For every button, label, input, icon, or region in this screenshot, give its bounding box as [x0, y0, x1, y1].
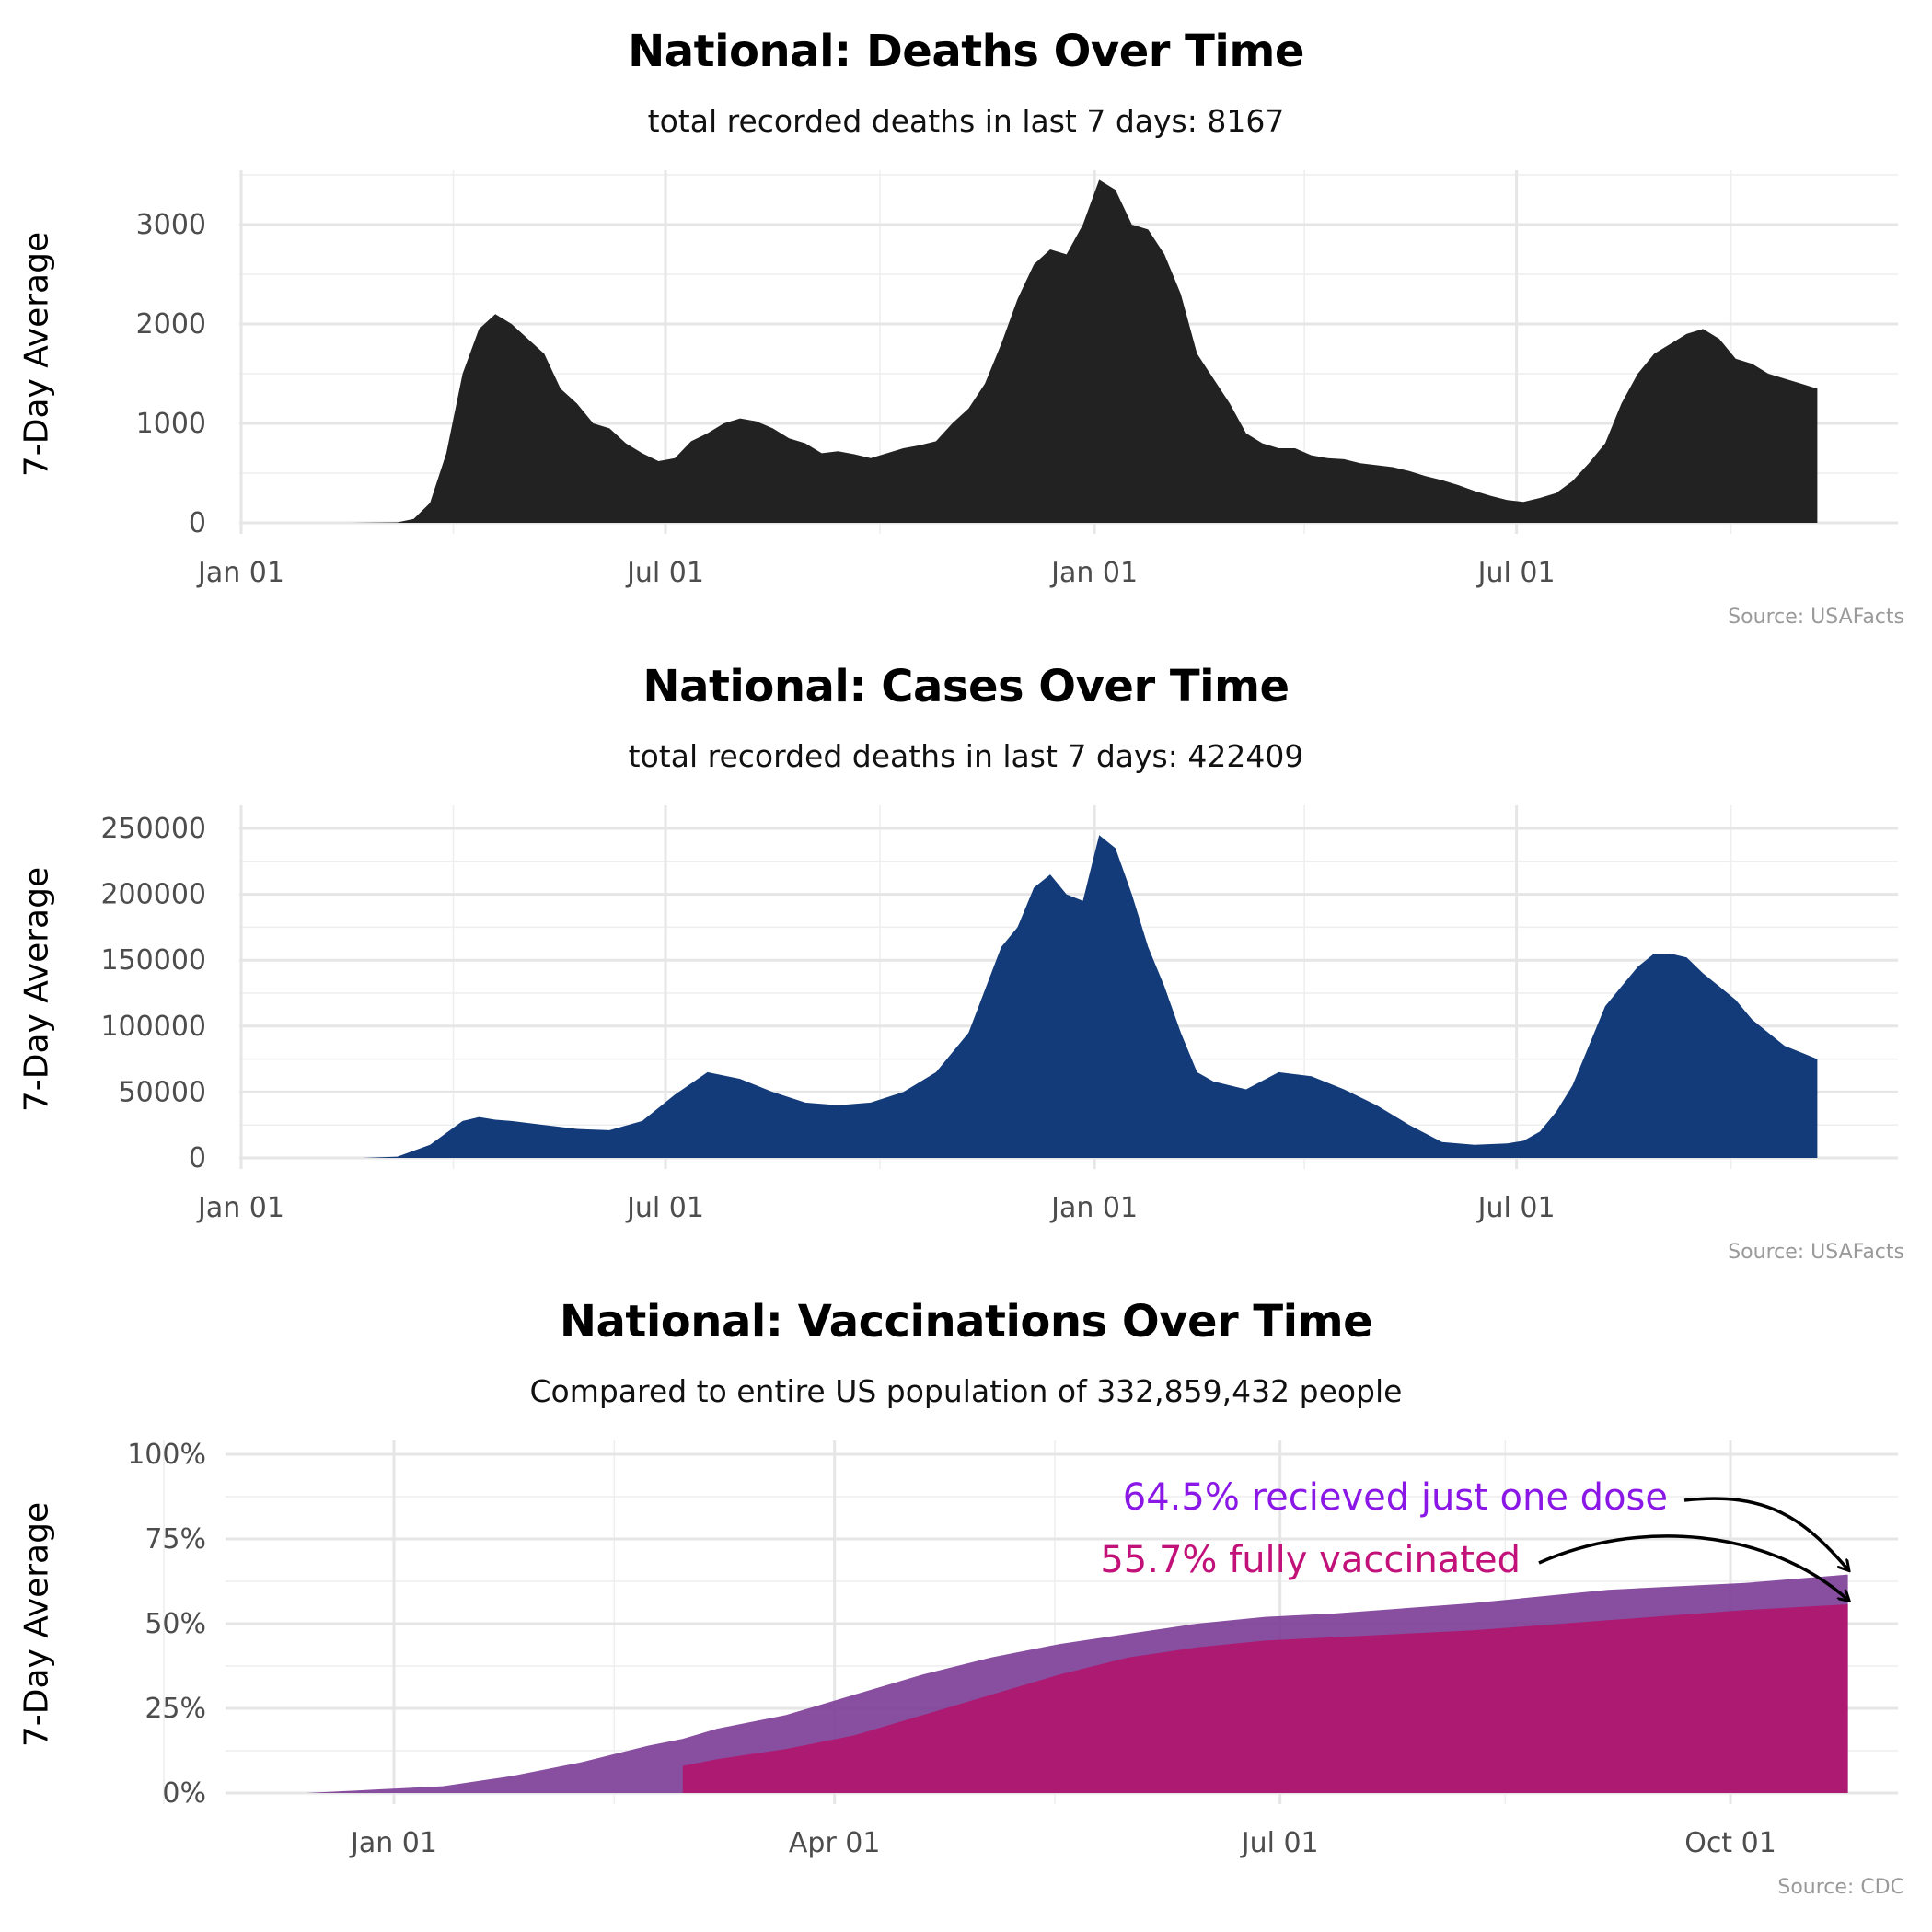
y-tick-label: 200000 — [100, 879, 206, 911]
y-tick-label: 100% — [127, 1439, 206, 1471]
deaths-title: National: Deaths Over Time — [628, 26, 1304, 77]
y-tick-label: 25% — [145, 1693, 206, 1725]
y-tick-label: 3000 — [136, 209, 206, 241]
x-tick-label: Oct 01 — [1684, 1827, 1776, 1859]
y-tick-label: 0% — [162, 1777, 206, 1810]
y-tick-label: 0 — [189, 507, 206, 539]
y-tick-label: 1000 — [136, 408, 206, 440]
x-tick-label: Jan 01 — [1049, 1192, 1138, 1224]
x-tick-label: Jan 01 — [196, 1192, 284, 1224]
one-dose-annotation: 64.5% recieved just one dose — [1123, 1476, 1668, 1519]
deaths-area — [241, 179, 1818, 523]
x-tick-label: Apr 01 — [789, 1827, 881, 1859]
x-tick-label: Jul 01 — [1240, 1827, 1319, 1859]
cases-source: Source: USAFacts — [1728, 1241, 1904, 1264]
deaths-subtitle: total recorded deaths in last 7 days: 81… — [647, 103, 1285, 139]
y-tick-label: 0 — [189, 1142, 206, 1174]
x-tick-label: Jul 01 — [625, 1192, 704, 1224]
x-tick-label: Jul 01 — [1476, 557, 1556, 589]
cases-panel: National: Cases Over Time total recorded… — [0, 635, 1932, 1270]
y-tick-label: 50% — [145, 1608, 206, 1640]
y-tick-label: 150000 — [100, 944, 206, 977]
x-tick-label: Jul 01 — [625, 557, 704, 589]
y-tick-label: 2000 — [136, 308, 206, 341]
x-tick-label: Jul 01 — [1476, 1192, 1556, 1224]
vaccinations-chart: 0% 25% 50% 75% 100% Jan 01 Apr 01 Jul 01 Oct 01 6… — [127, 1439, 1898, 1859]
cases-subtitle: total recorded deaths in last 7 days: 42… — [628, 738, 1304, 774]
cases-title: National: Cases Over Time — [642, 661, 1290, 712]
x-tick-label: Jan 01 — [196, 557, 284, 589]
vaccinations-source: Source: CDC — [1777, 1876, 1904, 1899]
vaccinations-title: National: Vaccinations Over Time — [559, 1296, 1373, 1348]
y-tick-label: 75% — [145, 1523, 206, 1556]
deaths-panel: National: Deaths Over Time total recorde… — [0, 0, 1932, 635]
vaccinations-subtitle: Compared to entire US population of 332,… — [529, 1373, 1403, 1409]
fully-vaccinated-area — [682, 1604, 1848, 1793]
y-tick-label: 100000 — [100, 1011, 206, 1043]
y-tick-label: 250000 — [100, 813, 206, 845]
deaths-source: Source: USAFacts — [1728, 606, 1904, 629]
cases-chart: 0 50000 100000 150000 200000 250000 Jan 01 Jul … — [100, 805, 1898, 1224]
fully-vaccinated-arrow — [1538, 1534, 1848, 1600]
one-dose-arrow — [1683, 1497, 1848, 1569]
fully-vaccinated-annotation: 55.7% fully vaccinated — [1100, 1539, 1521, 1581]
deaths-chart: 0 1000 2000 3000 Jan 01 Jul 01 Jan 01 Jul 01 — [136, 170, 1898, 589]
y-tick-label: 50000 — [119, 1076, 206, 1108]
x-tick-label: Jan 01 — [349, 1827, 437, 1859]
vaccinations-panel: National: Vaccinations Over Time Compare… — [0, 1270, 1932, 1905]
x-tick-label: Jan 01 — [1049, 557, 1138, 589]
cases-area — [241, 835, 1818, 1158]
